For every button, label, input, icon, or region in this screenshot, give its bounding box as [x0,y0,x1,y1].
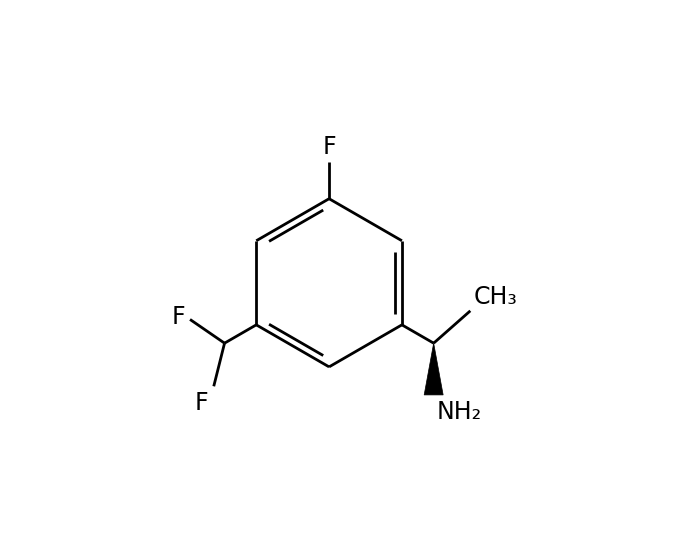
Text: NH₂: NH₂ [437,400,482,424]
Text: F: F [171,305,185,329]
Text: CH₃: CH₃ [474,284,517,309]
Polygon shape [424,343,443,395]
Text: F: F [322,134,336,158]
Text: F: F [195,391,209,414]
